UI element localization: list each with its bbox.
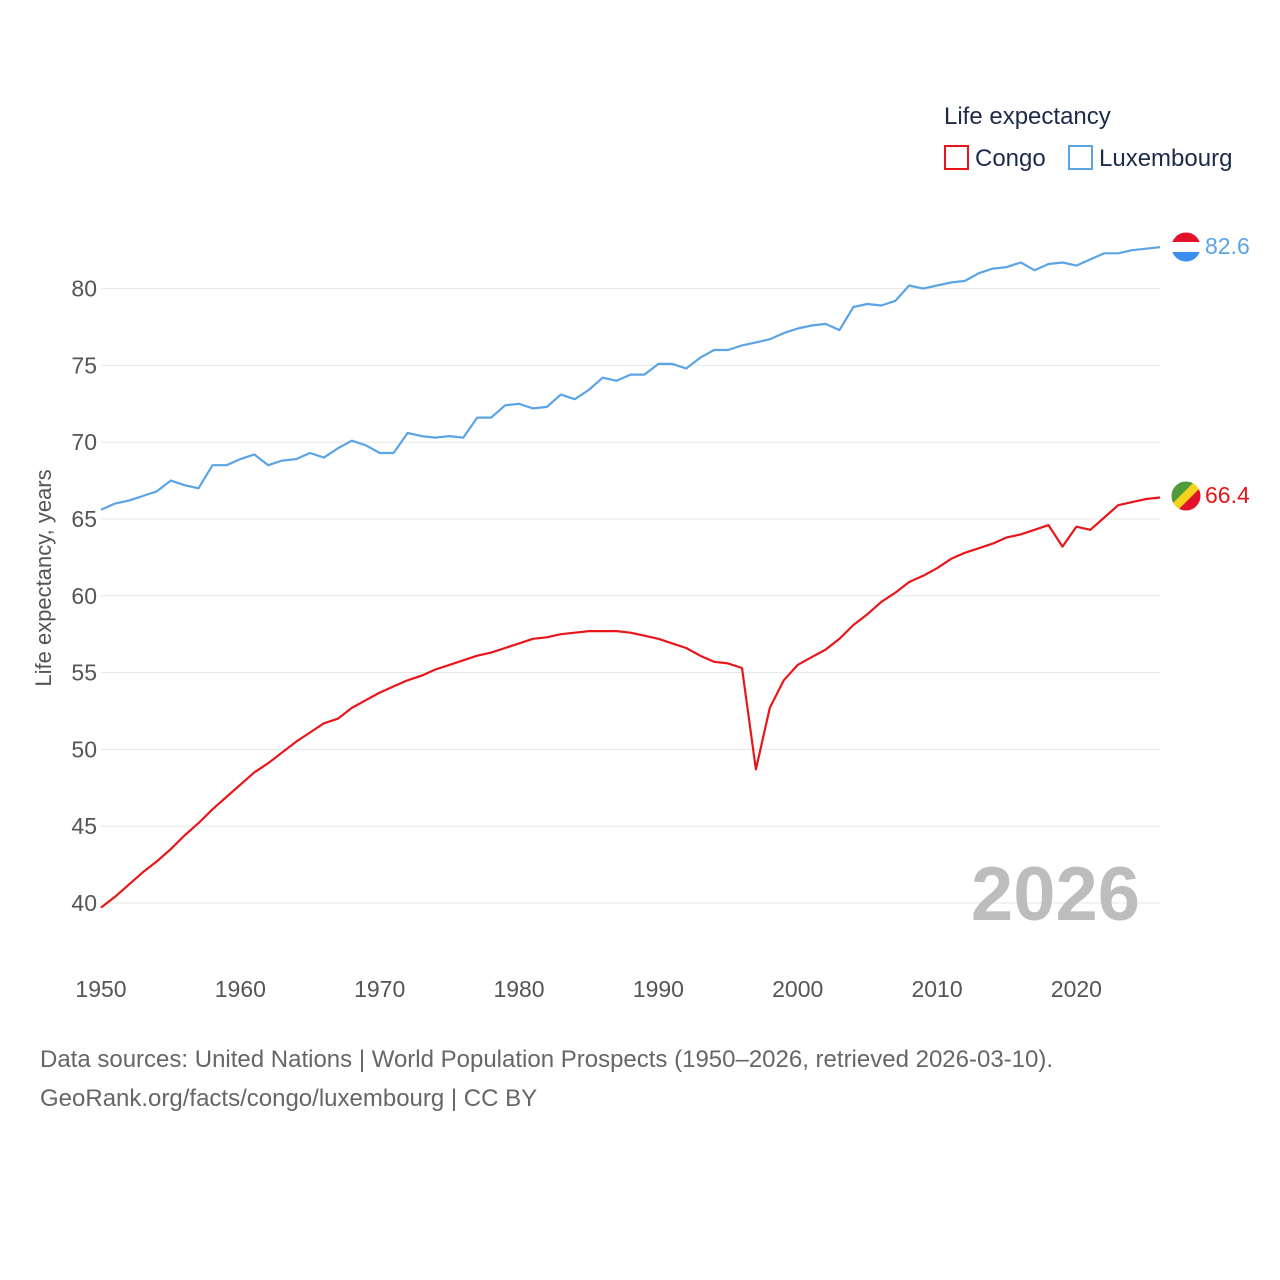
x-tick-label: 1990 xyxy=(633,976,684,1002)
x-tick-label: 1950 xyxy=(75,976,126,1002)
y-tick-label: 75 xyxy=(71,352,97,378)
y-tick-label: 45 xyxy=(71,813,97,839)
x-tick-label: 2010 xyxy=(911,976,962,1002)
y-axis-ticks: 40 45 50 55 60 65 70 75 80 xyxy=(71,276,97,916)
series-line-luxembourg[interactable] xyxy=(100,246,1161,511)
congo-flag-icon xyxy=(1170,480,1202,512)
y-tick-label: 65 xyxy=(71,506,97,532)
y-tick-label: 70 xyxy=(71,429,97,455)
legend-title: Life expectancy xyxy=(944,103,1111,130)
series-line-congo[interactable] xyxy=(100,496,1161,909)
x-tick-label: 1960 xyxy=(215,976,266,1002)
current-year-watermark: 2026 xyxy=(971,852,1140,937)
legend-swatch-congo[interactable] xyxy=(944,145,969,170)
footer-link[interactable]: GeoRank.org/facts/congo/luxembourg | CC … xyxy=(40,1085,538,1112)
footer-sources: Data sources: United Nations | World Pop… xyxy=(40,1046,1054,1073)
y-tick-label: 50 xyxy=(71,736,97,762)
y-tick-label: 80 xyxy=(71,276,97,302)
y-tick-label: 55 xyxy=(71,660,97,686)
x-tick-label: 2000 xyxy=(772,976,823,1002)
legend-swatch-luxembourg[interactable] xyxy=(1068,145,1093,170)
x-tick-label: 1970 xyxy=(354,976,405,1002)
gridlines xyxy=(101,288,1160,904)
luxembourg-flag-icon xyxy=(1170,231,1202,263)
legend: Life expectancy Congo Luxembourg xyxy=(944,103,1232,172)
x-axis-ticks: 1950 1960 1970 1980 1990 2000 2010 2020 xyxy=(75,976,1102,1002)
y-tick-label: 40 xyxy=(71,890,97,916)
y-axis-title: Life expectancy, years xyxy=(31,469,56,686)
series-layer xyxy=(100,246,1161,909)
y-tick-label: 60 xyxy=(71,583,97,609)
end-label-luxembourg: 82.6 xyxy=(1205,233,1250,259)
legend-label-congo[interactable]: Congo xyxy=(975,145,1046,172)
x-tick-label: 2020 xyxy=(1051,976,1102,1002)
end-label-congo: 66.4 xyxy=(1205,482,1250,508)
legend-label-luxembourg[interactable]: Luxembourg xyxy=(1099,145,1232,172)
x-tick-label: 1980 xyxy=(493,976,544,1002)
